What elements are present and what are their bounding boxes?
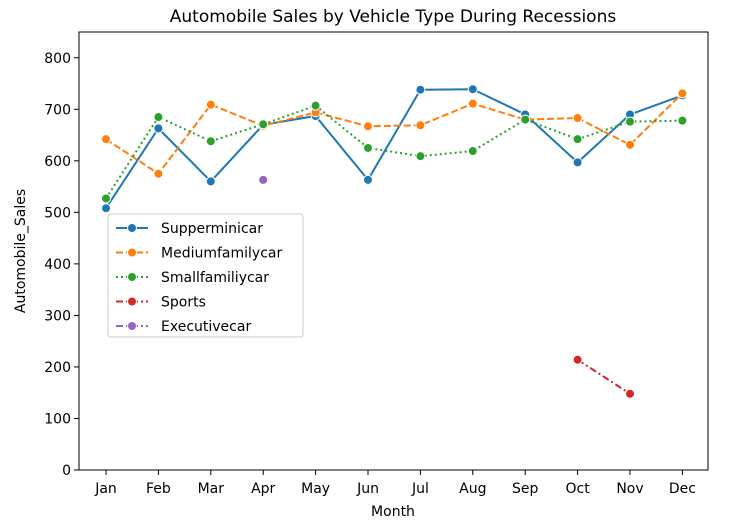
series-line	[105, 92, 684, 176]
legend-label: Mediumfamilycar	[161, 246, 282, 262]
series-smallfamiliycar	[101, 100, 688, 204]
legend-swatch-marker	[127, 247, 137, 258]
x-tick-label: Apr	[251, 481, 275, 497]
data-point	[625, 116, 635, 127]
data-point	[205, 136, 216, 147]
data-point	[467, 146, 478, 157]
data-point	[415, 151, 426, 162]
x-tick-label: Jun	[356, 481, 379, 497]
legend-item: Mediumfamilycar	[116, 246, 282, 262]
data-point	[467, 84, 478, 95]
data-point	[572, 157, 583, 168]
data-point	[572, 113, 583, 124]
data-point	[258, 119, 269, 130]
x-axis-label: Month	[371, 504, 415, 520]
data-point	[467, 98, 478, 109]
data-point	[572, 354, 583, 365]
legend-item: Sports	[116, 295, 206, 311]
y-tick-label: 500	[44, 205, 71, 221]
y-tick-label: 600	[44, 154, 71, 170]
x-axis: Jan Feb Mar Apr May Jun Jul Aug Sep Oct Nov Dec	[94, 470, 696, 497]
series-executivecar	[258, 174, 269, 185]
y-tick-label: 0	[62, 463, 71, 479]
legend-label: Supperminicar	[161, 221, 263, 237]
legend-label: Smallfamiliycar	[161, 270, 269, 286]
x-tick-label: Dec	[669, 481, 696, 497]
y-tick-label: 800	[44, 51, 71, 67]
legend-swatch-marker	[127, 272, 137, 282]
y-tick-label: 100	[44, 411, 71, 427]
legend: Supperminicar Mediumfamilycar Smallfamiliy…	[107, 213, 304, 338]
x-tick-label: Feb	[146, 481, 171, 497]
data-point	[415, 84, 426, 95]
data-point	[415, 120, 426, 131]
x-tick-label: Nov	[616, 481, 643, 497]
data-point	[153, 123, 164, 134]
series-line	[577, 358, 631, 395]
y-axis: 0 100 200 300 400 500 600 700 800	[44, 51, 79, 479]
data-point	[625, 388, 635, 399]
data-point	[101, 134, 111, 145]
legend-swatch-marker	[127, 223, 137, 233]
data-point	[625, 139, 635, 150]
data-point	[677, 88, 688, 99]
y-tick-label: 200	[44, 360, 71, 376]
data-point	[310, 100, 321, 111]
legend-label: Executivecar	[161, 319, 251, 335]
x-tick-label: Sep	[512, 481, 539, 497]
x-tick-label: Aug	[459, 481, 486, 497]
data-point	[572, 134, 583, 145]
plot-area	[78, 31, 709, 471]
series-layer	[101, 84, 688, 399]
data-point	[520, 114, 531, 125]
series-sports	[572, 354, 635, 399]
x-tick-label: Mar	[198, 481, 225, 497]
data-point	[205, 176, 216, 187]
x-tick-label: Jul	[411, 481, 429, 497]
legend-label: Sports	[161, 295, 206, 311]
data-point	[677, 115, 688, 126]
x-tick-label: May	[301, 481, 330, 497]
series-line	[105, 88, 683, 209]
data-point	[101, 193, 111, 204]
data-point	[363, 174, 373, 185]
y-tick-label: 700	[44, 102, 71, 118]
y-tick-label: 300	[44, 308, 71, 324]
data-point	[153, 112, 164, 123]
legend-item: Executivecar	[116, 319, 251, 335]
legend-swatch-marker	[127, 296, 137, 307]
data-point	[205, 99, 216, 110]
data-point	[153, 168, 164, 179]
legend-frame	[107, 213, 304, 338]
series-line	[105, 104, 683, 199]
y-tick-label: 400	[44, 257, 71, 273]
series-supperminicar	[101, 84, 688, 214]
data-point	[101, 203, 111, 214]
data-point	[363, 121, 373, 132]
chart-title: Automobile Sales by Vehicle Type During …	[170, 7, 617, 27]
data-point	[258, 174, 269, 185]
y-axis-label: Automobile_Sales	[13, 189, 29, 313]
legend-item: Smallfamiliycar	[116, 270, 269, 286]
legend-swatch-marker	[127, 321, 137, 331]
legend-item: Supperminicar	[116, 221, 263, 237]
x-tick-label: Jan	[94, 481, 117, 497]
data-point	[363, 142, 373, 153]
x-tick-label: Oct	[565, 481, 590, 497]
